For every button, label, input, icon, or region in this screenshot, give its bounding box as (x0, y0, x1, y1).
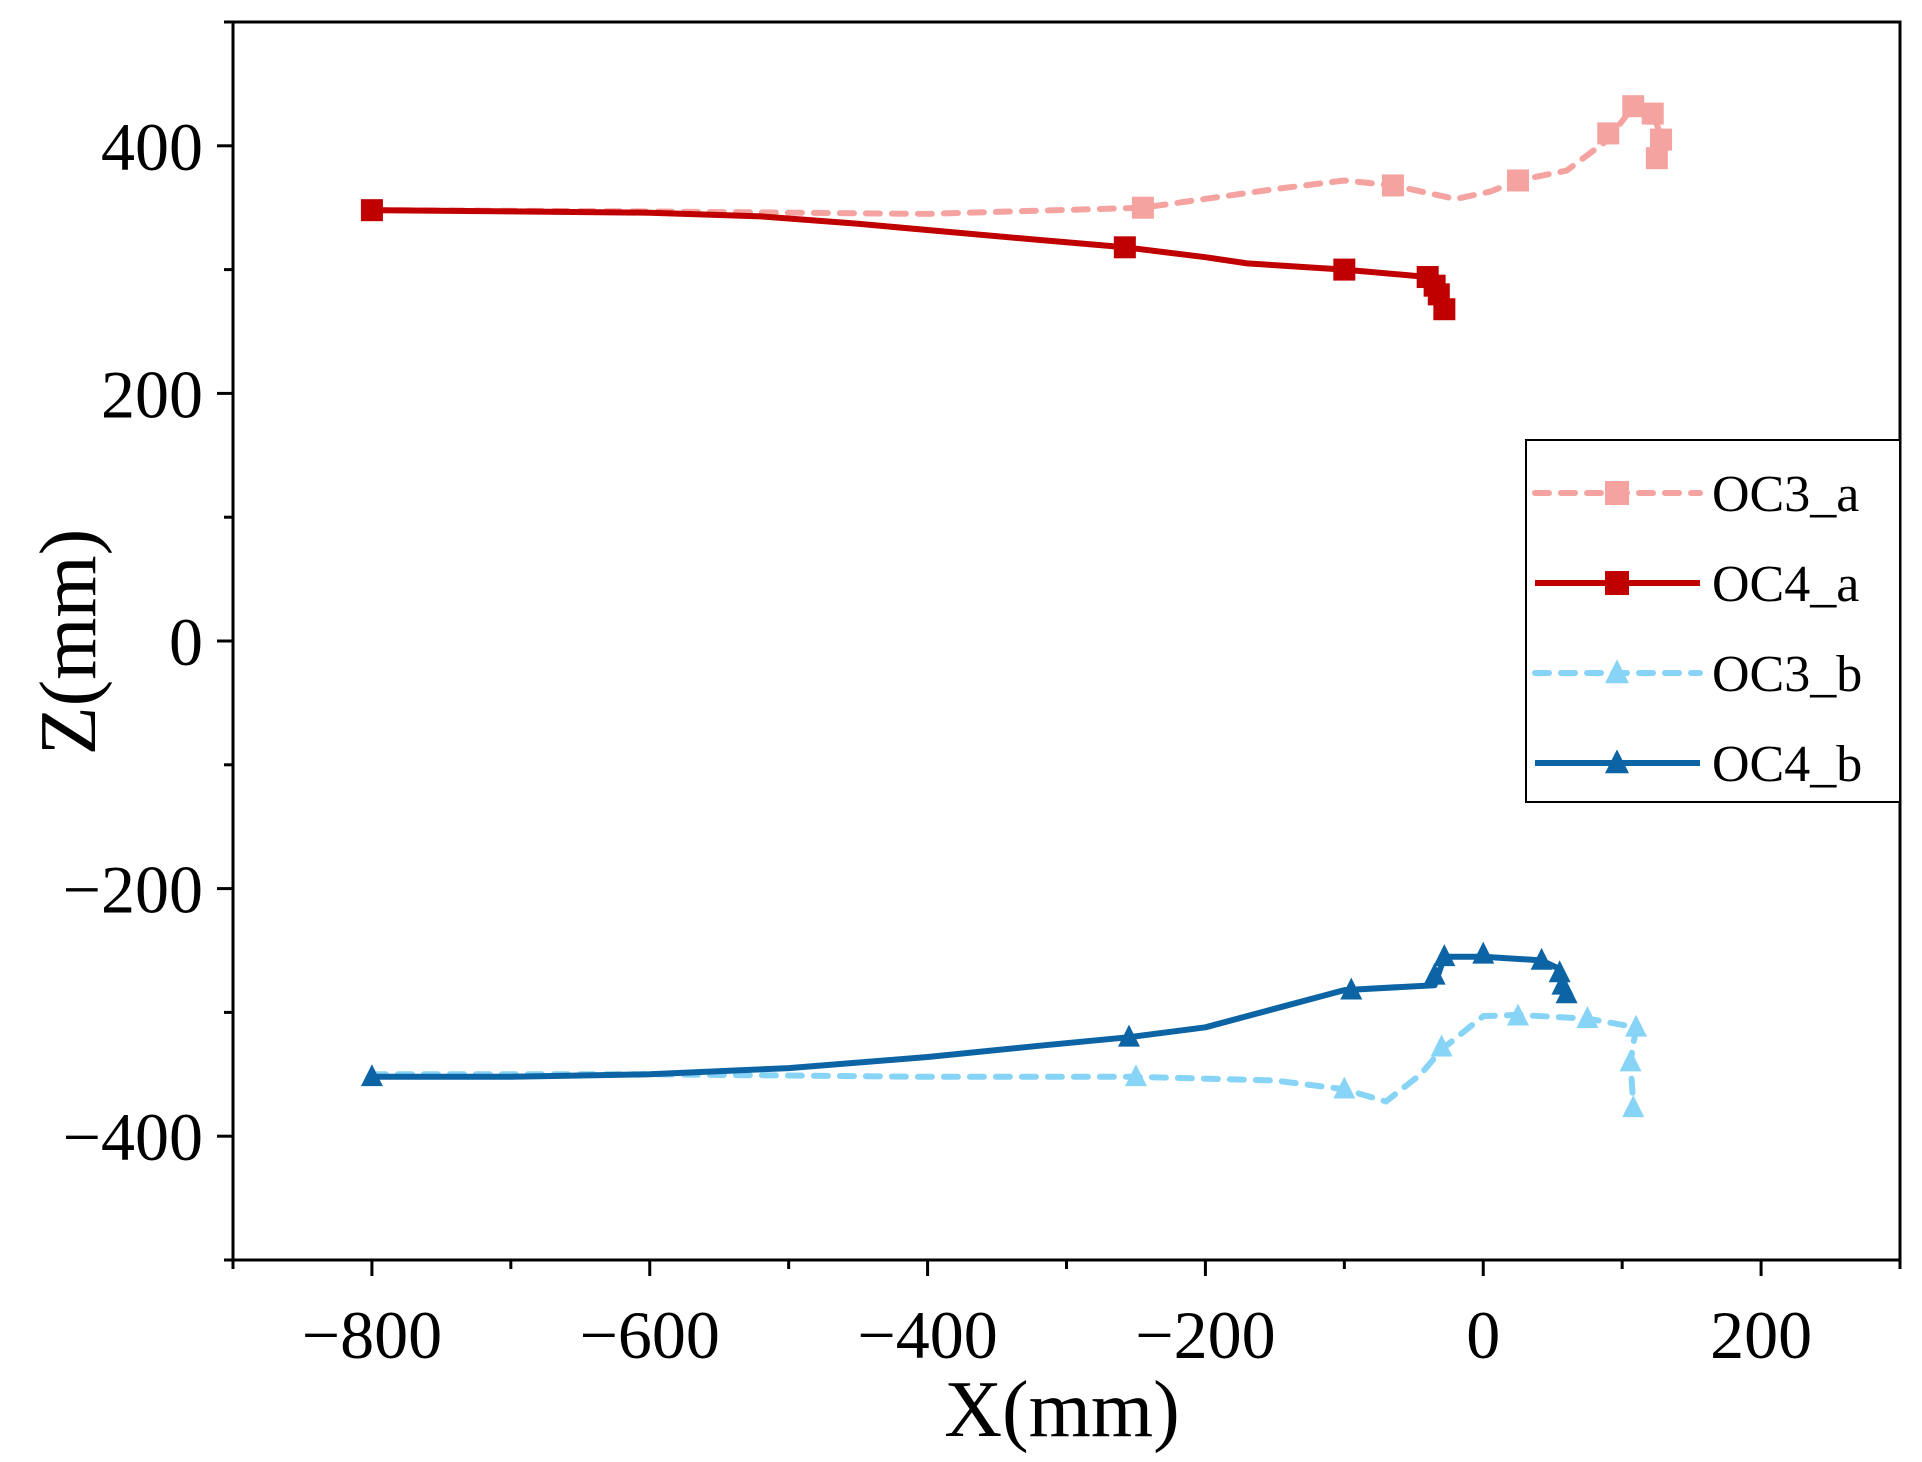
data-point (1124, 1064, 1147, 1087)
legend-label-oc4-b: OC4_b (1712, 736, 1862, 793)
series-oc4-a (360, 199, 1456, 321)
legend-label-oc3-b: OC3_b (1712, 646, 1862, 703)
y-axis-title: Z(mm) (25, 529, 113, 756)
series-line-oc4-b (371, 953, 1570, 1080)
series-oc3-a (368, 95, 1673, 219)
data-point (1530, 947, 1553, 970)
data-point (1333, 1076, 1356, 1099)
x-tick-label: −800 (302, 1297, 442, 1373)
y-tick-label: −400 (63, 1099, 203, 1175)
data-point (1506, 1003, 1529, 1026)
series-line-oc4-a (371, 207, 1448, 311)
series-group (360, 95, 1673, 1118)
x-tick-label: −600 (580, 1297, 720, 1373)
data-point (1113, 236, 1136, 259)
series-oc3-b (368, 1003, 1648, 1118)
legend-box (1525, 439, 1901, 803)
data-point (1131, 196, 1154, 219)
y-tick-label: 400 (101, 109, 203, 185)
data-point (1650, 128, 1673, 151)
data-point (1576, 1006, 1599, 1028)
data-point (1430, 1034, 1453, 1057)
data-point (1340, 977, 1363, 1000)
series-line-oc3-a (368, 103, 1665, 217)
data-point (1622, 95, 1645, 118)
data-point (1118, 1024, 1141, 1047)
data-point (360, 1064, 383, 1087)
legend-marker-oc3-b (1605, 659, 1629, 684)
x-tick-label: −400 (857, 1297, 997, 1373)
data-point (1433, 298, 1456, 321)
data-point (1333, 258, 1356, 281)
data-point (1641, 102, 1664, 125)
data-point (1597, 122, 1620, 145)
data-point (1433, 944, 1456, 967)
legend-marker-oc4-a (1605, 571, 1629, 595)
series-line-oc3-b (368, 1011, 1640, 1109)
data-point (1555, 981, 1578, 1004)
legend-marker-oc3-a (1605, 481, 1629, 505)
x-tick-label: −200 (1135, 1297, 1275, 1373)
y-tick-label: 0 (169, 604, 203, 680)
x-tick-label: 0 (1466, 1297, 1500, 1373)
data-point (1625, 1014, 1648, 1037)
x-tick-label: 200 (1710, 1297, 1812, 1373)
data-point (1548, 960, 1571, 983)
data-point (1645, 147, 1668, 170)
series-oc4-b (360, 941, 1578, 1087)
data-point (1506, 169, 1529, 192)
y-tick-label: −200 (63, 852, 203, 928)
x-axis-title: X(mm) (944, 1366, 1180, 1454)
axis-ticks: −800 −600 −400 −200 0 200 −400 −200 0 200 400 (63, 20, 1902, 1373)
y-tick-label: 200 (101, 356, 203, 432)
data-point (1622, 1095, 1645, 1118)
legend: OC3_a OC4_a OC3_b OC4_b (1525, 439, 1901, 803)
legend-label-oc3-a: OC3_a (1712, 466, 1859, 523)
legend-label-oc4-a: OC4_a (1712, 556, 1859, 613)
data-point (1381, 174, 1404, 197)
data-point (1619, 1049, 1642, 1072)
legend-marker-oc4-b (1605, 749, 1629, 774)
data-point (1423, 962, 1446, 985)
data-point (360, 199, 383, 222)
data-point (1472, 941, 1495, 964)
